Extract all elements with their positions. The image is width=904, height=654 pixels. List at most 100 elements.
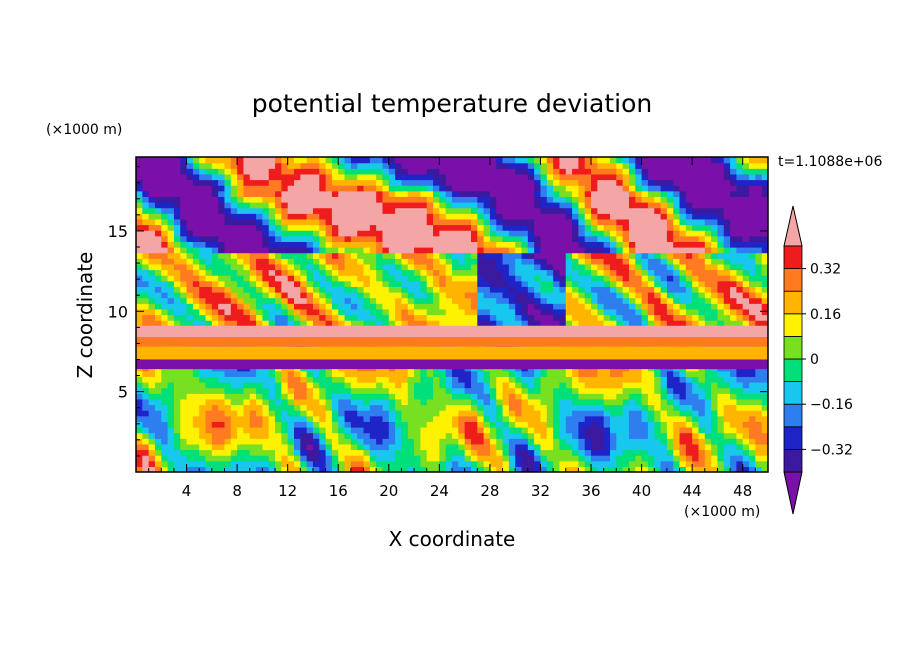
field-cell xyxy=(230,202,238,209)
field-cell xyxy=(395,297,403,304)
field-cell xyxy=(344,213,352,220)
field-cell xyxy=(306,235,314,242)
field-cell xyxy=(717,455,725,462)
field-cell xyxy=(641,460,649,467)
field-cell xyxy=(616,438,624,445)
field-cell xyxy=(300,370,308,377)
field-cell xyxy=(414,443,421,451)
field-cell xyxy=(546,235,554,242)
field-cell xyxy=(679,258,687,265)
field-cell xyxy=(591,376,598,383)
field-cell xyxy=(218,303,226,310)
field-cell xyxy=(230,280,238,287)
field-cell xyxy=(515,190,523,197)
field-cell xyxy=(546,432,554,439)
field-cell xyxy=(603,218,611,226)
field-cell xyxy=(199,410,207,417)
field-cell xyxy=(559,455,567,462)
field-cell xyxy=(654,398,662,406)
field-cell xyxy=(243,269,251,276)
field-cell xyxy=(641,427,649,434)
field-cell xyxy=(249,387,257,394)
field-cell xyxy=(382,432,390,439)
field-cell xyxy=(477,247,485,254)
field-cell xyxy=(673,393,681,400)
field-cell xyxy=(685,218,693,226)
field-cell xyxy=(508,308,516,316)
field-cell xyxy=(325,247,333,254)
field-cell xyxy=(559,292,567,299)
field-cell xyxy=(414,320,421,327)
field-cell xyxy=(312,280,320,287)
field-cell xyxy=(357,410,365,417)
field-cell xyxy=(515,432,523,439)
field-cell xyxy=(591,466,598,472)
field-cell xyxy=(685,376,693,383)
field-cell xyxy=(230,460,238,467)
field-cell xyxy=(749,404,756,411)
field-cell xyxy=(692,230,700,237)
field-cell xyxy=(192,241,200,248)
field-cell xyxy=(154,207,162,214)
field-cell xyxy=(641,196,649,203)
field-cell xyxy=(591,235,598,242)
field-cell xyxy=(414,370,421,377)
field-cell xyxy=(357,303,365,310)
field-cell xyxy=(660,263,668,271)
field-cell xyxy=(294,410,301,417)
field-cell xyxy=(306,449,314,456)
field-cell xyxy=(572,382,579,389)
field-cell xyxy=(401,269,409,276)
field-cell xyxy=(742,235,750,242)
field-cell xyxy=(755,410,763,417)
field-cell xyxy=(521,449,529,456)
field-cell xyxy=(755,207,763,214)
field-cell xyxy=(426,247,434,254)
field-cell xyxy=(325,410,333,417)
field-cell xyxy=(660,286,668,293)
field-cell xyxy=(161,376,169,383)
field-cell xyxy=(666,370,674,377)
field-cell xyxy=(641,235,649,242)
field-cell xyxy=(578,387,586,394)
field-cell xyxy=(470,292,478,299)
field-cell xyxy=(641,280,649,287)
field-cell xyxy=(319,292,327,299)
field-cell xyxy=(192,398,200,406)
field-cell xyxy=(452,263,459,271)
field-cell xyxy=(546,263,554,271)
field-cell xyxy=(426,314,434,321)
field-cell xyxy=(294,398,301,406)
field-cell xyxy=(565,235,573,242)
field-cell xyxy=(369,410,377,417)
field-cell xyxy=(723,202,731,209)
field-cell xyxy=(559,202,567,209)
field-cell xyxy=(407,202,415,209)
field-cell xyxy=(338,443,346,451)
field-cell xyxy=(559,213,567,220)
field-cell xyxy=(464,230,472,237)
field-cell xyxy=(654,455,662,462)
field-cell xyxy=(584,235,592,242)
field-cell xyxy=(439,382,447,389)
field-cell xyxy=(369,303,377,310)
field-cell xyxy=(420,443,428,451)
field-cell xyxy=(224,292,232,299)
field-cell xyxy=(325,382,333,389)
field-cell xyxy=(319,427,327,434)
field-cell xyxy=(262,235,270,242)
field-cell xyxy=(489,421,497,428)
field-cell xyxy=(148,415,156,422)
field-cell xyxy=(319,376,327,383)
field-cell xyxy=(559,230,567,237)
field-cell xyxy=(414,376,421,383)
field-cell xyxy=(350,286,358,293)
field-cell xyxy=(287,280,295,287)
field-cell xyxy=(350,196,358,203)
field-cell xyxy=(477,427,485,434)
field-cell xyxy=(502,263,510,271)
field-cell xyxy=(331,269,339,276)
field-cell xyxy=(344,269,352,276)
field-cell xyxy=(205,432,213,439)
field-cell xyxy=(692,235,700,242)
